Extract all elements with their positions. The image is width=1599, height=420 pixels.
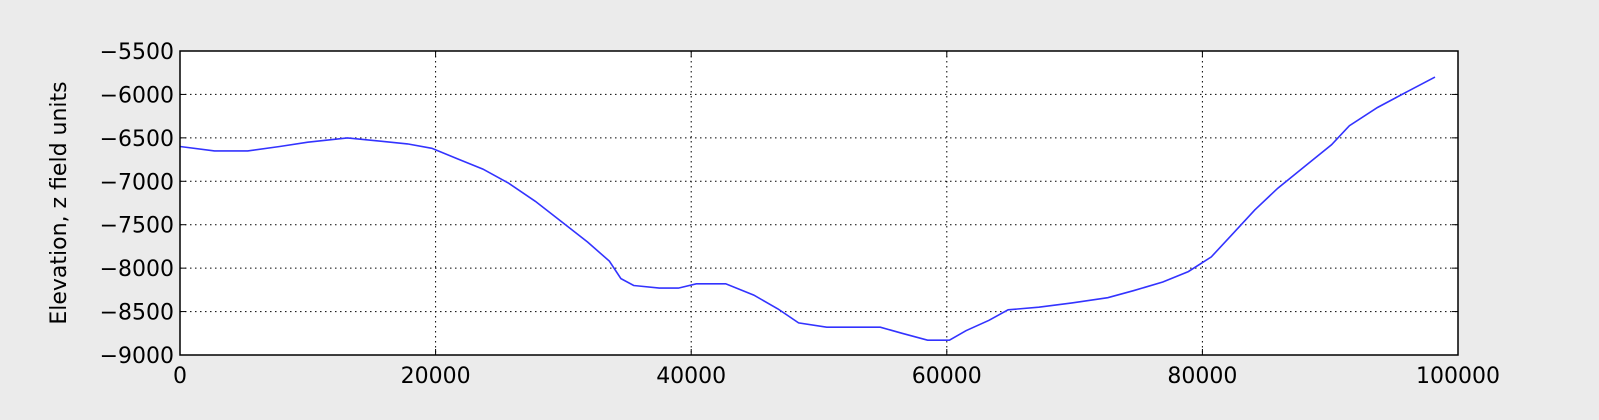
x-tick-label: 60000 (912, 364, 982, 389)
y-tick-label: −6500 (100, 127, 174, 152)
x-tick-label: 20000 (401, 364, 471, 389)
y-tick-label: −5500 (100, 40, 174, 65)
tick-marks (179, 50, 1459, 356)
x-tick-labels: 0 20000 40000 60000 80000 100000 (173, 364, 1500, 389)
gridlines (180, 51, 1458, 355)
x-tick-label: 40000 (656, 364, 726, 389)
plot-frame (179, 50, 1459, 356)
plot-area (180, 51, 1458, 355)
x-tick-label: 0 (173, 364, 187, 389)
y-axis-label: Elevation, z field units (47, 81, 72, 324)
elevation-series-line (179, 76, 1436, 342)
y-tick-label: −7500 (100, 214, 174, 239)
y-tick-label: −8000 (100, 257, 174, 282)
x-tick-label: 100000 (1416, 364, 1500, 389)
y-tick-label: −8500 (100, 301, 174, 326)
y-tick-label: −9000 (100, 344, 174, 369)
y-tick-label: −7000 (100, 170, 174, 195)
y-tick-labels: −9000 −8500 −8000 −7500 −7000 −6500 −6000 −5500 (100, 40, 174, 369)
y-tick-label: −6000 (100, 83, 174, 108)
x-tick-label: 80000 (1167, 364, 1237, 389)
